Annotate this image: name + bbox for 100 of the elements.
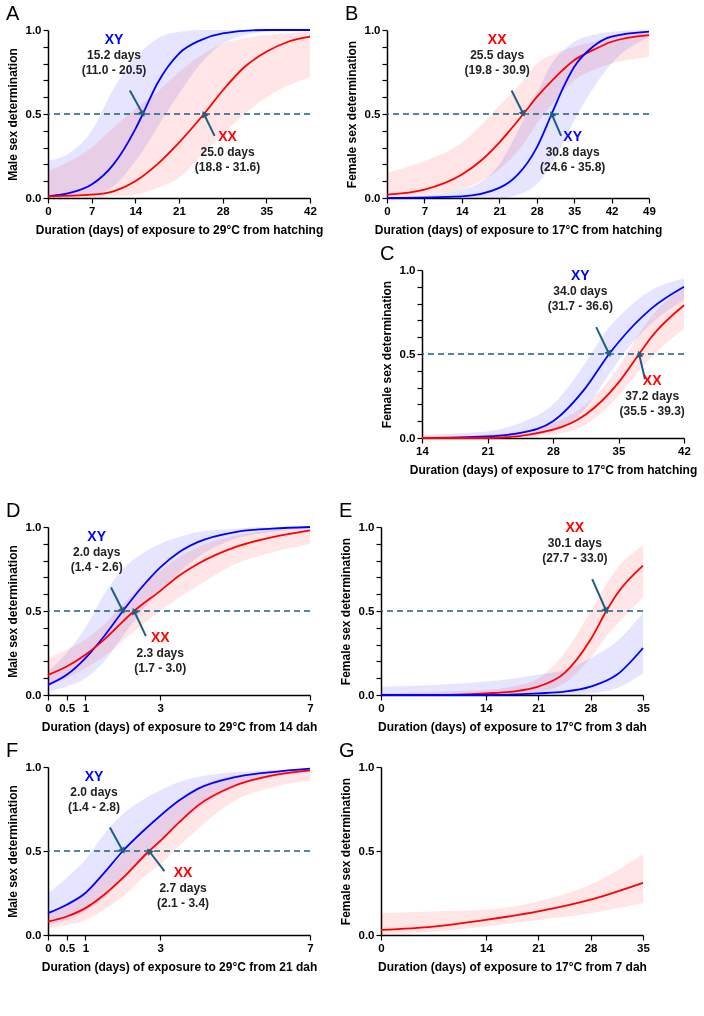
x-tick-label: 21 — [532, 701, 546, 714]
x-tick-label: 3 — [157, 941, 164, 954]
annotation: 2.0 days (1.4 - 2.8) — [68, 784, 121, 814]
chart-title: A — [6, 2, 21, 24]
series-label: XX — [150, 628, 171, 645]
x-tick-label: 42 — [605, 204, 619, 217]
x-tick-label: 28 — [547, 444, 561, 457]
annotation: 2.3 days (1.7 - 3.0) — [134, 645, 187, 675]
x-axis-title: Duration (days) of exposure to 29°C from hatching — [35, 223, 324, 237]
annotation: 34.0 days (31.7 - 36.6) — [547, 284, 614, 314]
x-tick-label: 35 — [568, 204, 582, 217]
chart-title: G — [339, 739, 355, 761]
x-tick-label: 14 — [479, 941, 494, 954]
text: XY — [570, 267, 591, 284]
annotation: 2.7 days (2.1 - 3.4) — [157, 880, 210, 910]
y-tick-label: 1.0 — [364, 23, 381, 36]
annotation: 15.2 days (11.0 - 20.5) — [81, 47, 147, 77]
x-tick-label: 35 — [260, 204, 274, 217]
annotation: 2.0 days (1.4 - 2.6) — [70, 544, 123, 574]
x-tick-label: 0 — [378, 701, 385, 714]
x-tick-label: 1 — [82, 701, 90, 714]
x-tick-label: 35 — [612, 444, 626, 457]
chart-title: B — [345, 2, 359, 24]
chart-title: D — [6, 499, 21, 521]
x-tick-label: 28 — [216, 204, 231, 217]
x-tick-label: 14 — [416, 444, 430, 457]
x-tick-label: 7 — [307, 941, 314, 954]
x-tick-label: 21 — [481, 444, 495, 457]
y-tick-label: 0.0 — [364, 191, 381, 204]
x-tick-label: 7 — [421, 204, 429, 217]
x-tick-label: 0 — [45, 941, 52, 954]
y-tick-label: 0.5 — [364, 107, 382, 120]
annotation: 25.5 days (19.8 - 30.9) — [464, 47, 530, 77]
x-tick-label: 42 — [678, 444, 691, 457]
x-axis-title: Duration (days) of exposure to 17°C from hatching — [409, 463, 698, 477]
x-tick-label: 28 — [584, 941, 599, 954]
x-tick-label: 3 — [157, 701, 164, 714]
x-tick-label: 1 — [82, 941, 90, 954]
x-axis-title: Duration (days) of exposure to 29°C from 21 dah — [41, 960, 318, 974]
y-tick-label: 1.0 — [358, 520, 375, 533]
y-tick-label: 1.0 — [25, 520, 42, 533]
y-tick-label: 0.0 — [358, 928, 375, 941]
x-tick-label: 0.5 — [59, 941, 76, 954]
x-tick-label: 21 — [173, 204, 187, 217]
y-axis-title: Female sex determination — [338, 537, 353, 686]
series-label: XX — [642, 371, 663, 388]
y-tick-label: 0.0 — [25, 928, 42, 941]
y-tick-label: 0.0 — [25, 688, 42, 701]
y-axis-title: Male sex determination — [5, 48, 20, 181]
x-tick-label: 42 — [304, 204, 317, 217]
x-tick-label: 0 — [45, 701, 52, 714]
text: XY — [87, 527, 107, 544]
y-axis-title: Female sex determination — [338, 777, 353, 926]
y-tick-label: 0.0 — [358, 688, 375, 701]
y-tick-label: 1.0 — [25, 23, 42, 36]
x-axis-title: Duration (days) of exposure to 29°C from 14 dah — [41, 720, 318, 734]
y-axis-title: Male sex determination — [5, 785, 20, 918]
x-tick-label: 0 — [384, 204, 391, 217]
y-tick-label: 0.5 — [358, 604, 376, 617]
x-tick-label: 14 — [455, 204, 470, 217]
series-label: XY — [563, 128, 583, 145]
text: XX — [487, 30, 508, 47]
annotation: 30.1 days (27.7 - 33.0) — [542, 536, 608, 566]
y-tick-label: 1.0 — [358, 760, 375, 773]
y-tick-label: 0.5 — [25, 844, 43, 857]
x-tick-label: 35 — [637, 701, 651, 714]
x-tick-label: 49 — [643, 204, 656, 217]
x-axis-title: Duration (days) of exposure to 17°C from 7 dah — [378, 960, 647, 974]
x-tick-label: 0 — [45, 204, 52, 217]
line-series — [380, 882, 644, 931]
series-label: XX — [218, 128, 238, 145]
x-tick-label: 7 — [88, 204, 96, 217]
text: XY — [84, 767, 105, 784]
annotation: 25.0 days (18.8 - 31.6) — [194, 145, 261, 175]
x-tick-label: 14 — [129, 204, 143, 217]
y-tick-label: 0.5 — [25, 107, 43, 120]
y-tick-label: 0.0 — [25, 191, 42, 204]
x-tick-label: 28 — [530, 204, 545, 217]
x-tick-label: 0 — [378, 941, 385, 954]
y-tick-label: 0.0 — [399, 431, 416, 444]
y-tick-label: 0.5 — [25, 604, 43, 617]
y-tick-label: 0.5 — [399, 347, 417, 360]
series-label: XX — [173, 863, 194, 880]
text: XY — [104, 30, 124, 47]
text: XX — [565, 519, 585, 536]
x-axis-title: Duration (days) of exposure to 17°C from hatching — [374, 223, 663, 237]
annotation: 37.2 days (35.5 - 39.3) — [619, 388, 685, 418]
x-axis-title: Duration (days) of exposure to 17°C from 3 dah — [378, 720, 647, 734]
x-tick-label: 7 — [307, 701, 314, 714]
chart-title: C — [380, 242, 395, 264]
y-tick-label: 0.5 — [358, 844, 376, 857]
annotation: 30.8 days (24.6 - 35.8) — [539, 145, 606, 175]
y-tick-label: 1.0 — [25, 760, 42, 773]
x-tick-label: 28 — [584, 701, 599, 714]
x-tick-label: 35 — [637, 941, 651, 954]
x-tick-label: 0.5 — [59, 701, 76, 714]
x-tick-label: 21 — [493, 204, 507, 217]
y-tick-label: 1.0 — [399, 263, 416, 276]
chart-title: F — [6, 739, 19, 761]
y-axis-title: Female sex determination — [379, 280, 394, 429]
